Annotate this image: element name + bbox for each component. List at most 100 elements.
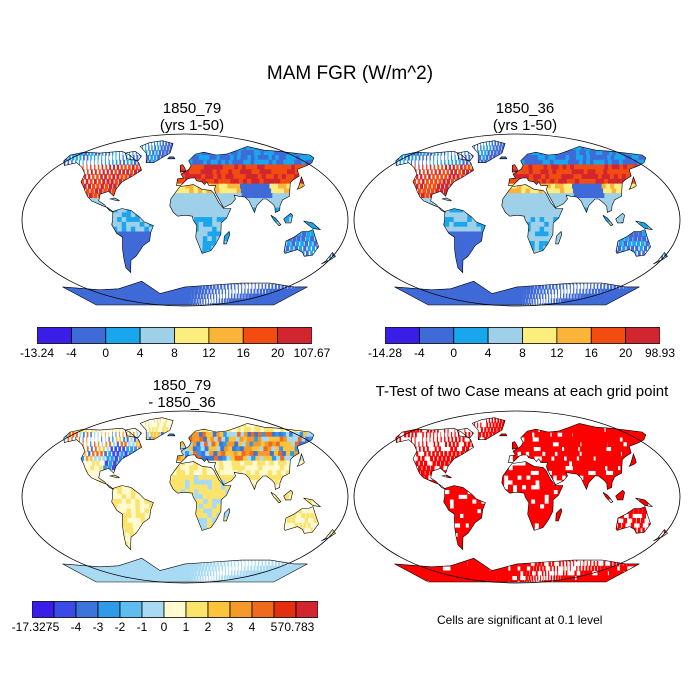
colorbar-tick-label: 70.783 — [277, 620, 315, 634]
coastline-baffin — [456, 150, 474, 162]
colorbar-tick-label: 4 — [484, 346, 492, 360]
colorbar-box — [453, 327, 489, 344]
coastline-sumatra — [270, 214, 282, 227]
colorbar-tick-label: 4 — [136, 346, 144, 360]
coastline-greenland — [139, 417, 174, 440]
colorbar-box — [556, 327, 592, 344]
colorbar-1 — [37, 327, 312, 344]
colorbar-box — [141, 601, 165, 618]
coastline-greenland — [471, 417, 506, 440]
colorbar-box — [522, 327, 558, 344]
colorbar-tick-label: -3 — [92, 620, 104, 634]
coastline-antarctica — [394, 557, 640, 583]
colorbar-box — [295, 601, 318, 618]
colorbar-box — [53, 601, 77, 618]
coastline-cuba — [441, 474, 452, 479]
coastline-greenland — [139, 140, 174, 163]
colorbar-box — [32, 601, 55, 618]
colorbar-tick-label: 1 — [182, 620, 190, 634]
coastline-africa — [169, 461, 232, 531]
panel-3-title-line2: - 1850_36 — [148, 394, 216, 411]
coastline-newguinea — [303, 497, 322, 508]
coastline-cuba — [441, 197, 452, 202]
colorbar-box — [70, 327, 107, 344]
coastline-borneo — [615, 489, 625, 501]
coastline-iceland — [499, 433, 508, 437]
colorbar-box — [418, 327, 455, 344]
colorbar-2 — [385, 327, 660, 344]
map-panel-4 — [353, 410, 681, 584]
colorbar-box — [385, 327, 420, 344]
coastline-antarctica — [62, 280, 308, 306]
coastline-newguinea — [635, 220, 654, 231]
coastline-southamerica — [111, 208, 154, 274]
panel-2-title-line1: 1850_36 — [495, 100, 555, 117]
colorbar-box — [251, 601, 275, 618]
coastline-madagascar — [223, 507, 231, 522]
colorbar-tick-label: -17.327 — [11, 620, 53, 634]
coastline-sumatra — [602, 491, 614, 504]
coastline-cuba — [109, 197, 120, 202]
colorbar-tick-label: -4 — [70, 620, 82, 634]
colorbar-tick-label: 0 — [102, 346, 110, 360]
colorbar-tick-label: -14.28 — [367, 346, 403, 360]
colorbar-box — [242, 327, 279, 344]
colorbar-tick-label: 16 — [236, 346, 250, 360]
colorbar-3 — [32, 601, 318, 618]
colorbar-box — [163, 601, 187, 618]
colorbar-box — [75, 601, 99, 618]
coastline-australia — [283, 506, 319, 534]
figure-title: MAM FGR (W/m^2) — [266, 63, 434, 84]
colorbar-tick-label: -4 — [414, 346, 425, 360]
colorbar-tick-label: -1 — [136, 620, 148, 634]
coastline-iceland — [499, 156, 508, 160]
coastline-cuba — [109, 474, 120, 479]
coastline-sumatra — [602, 214, 614, 227]
coastline-newzealand — [321, 529, 336, 542]
colorbar-tick-label: 20 — [270, 346, 285, 360]
coastline-newzealand — [653, 529, 668, 542]
coastline-uk — [511, 164, 519, 173]
coastline-northamerica — [63, 150, 142, 213]
coastline-africa — [169, 184, 232, 254]
colorbar-tick-label: 3 — [226, 620, 234, 634]
coastline-northamerica — [395, 427, 474, 490]
coastline-eurasia — [508, 146, 647, 214]
coastline-greenland — [471, 140, 506, 163]
colorbar-tick-label: 98.93 — [644, 346, 676, 360]
colorbar-box — [208, 327, 244, 344]
map-border — [353, 133, 681, 307]
map-panel-1 — [21, 133, 349, 307]
colorbar-tick-label: 107.67 — [293, 346, 331, 360]
coastline-northamerica — [63, 427, 142, 490]
coastline-australia — [283, 229, 319, 257]
coastline-eurasia — [176, 146, 315, 214]
coastline-iceland — [167, 433, 176, 437]
colorbar-tick-label: -2 — [114, 620, 126, 634]
colorbar-box — [185, 601, 209, 618]
colorbar-tick-label: 12 — [202, 346, 216, 360]
coastline-southamerica — [111, 485, 154, 551]
panel-2-title-line2: (yrs 1-50) — [492, 117, 558, 134]
panel-1-title: 1850_79 (yrs 1-50) — [37, 100, 347, 134]
significance-note: Cells are significant at 0.1 level — [437, 613, 603, 627]
coastline-eurasia — [508, 423, 647, 491]
coastline-baffin — [456, 427, 474, 439]
coastline-borneo — [283, 489, 293, 501]
colorbar-box — [229, 601, 253, 618]
coastline-madagascar — [223, 230, 231, 245]
coastline-sumatra — [270, 491, 282, 504]
map-border — [353, 410, 681, 584]
colorbar-tick-label: 16 — [584, 346, 598, 360]
colorbar-tick-label: 2 — [204, 620, 212, 634]
coastline-japan — [296, 453, 305, 468]
colorbar-box — [625, 327, 660, 344]
map-panel-3 — [21, 410, 349, 584]
colorbar-tick-label: 12 — [550, 346, 564, 360]
coastline-madagascar — [555, 507, 563, 522]
coastline-baffin — [124, 427, 142, 439]
colorbar-tick-label: 8 — [519, 346, 526, 360]
colorbar-box — [105, 327, 141, 344]
colorbar-tick-label: 20 — [618, 346, 633, 360]
panel-2-title: 1850_36 (yrs 1-50) — [370, 100, 680, 134]
